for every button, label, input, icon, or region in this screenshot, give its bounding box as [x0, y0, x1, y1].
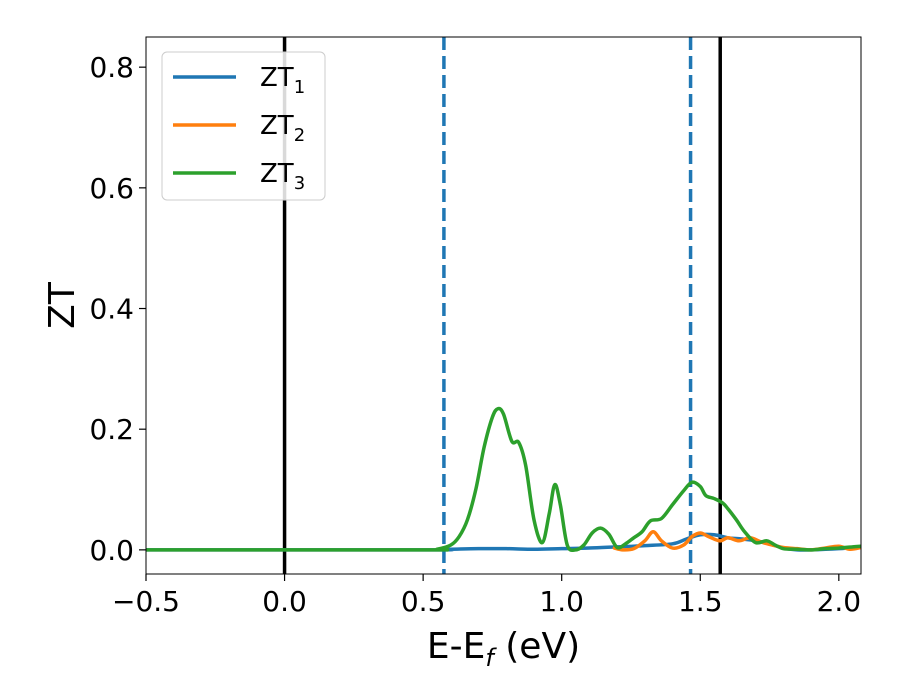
x-tick-label: 0.5: [401, 585, 446, 618]
y-tick-label: 0.4: [89, 293, 134, 326]
x-axis-label-suffix: (eV): [494, 626, 580, 667]
y-tick-label: 0.6: [89, 172, 134, 205]
y-tick-label: 0.2: [89, 413, 134, 446]
plot-marks: [146, 37, 861, 574]
y-axis-label: ZT: [42, 281, 83, 329]
y-tick-label: 0.0: [89, 534, 134, 567]
x-tick-label: 0.0: [262, 585, 307, 618]
x-axis-ticks: −0.5 0.0 0.5 1.0 1.5 2.0: [112, 574, 861, 618]
y-axis-ticks: 0.0 0.2 0.4 0.6 0.8: [89, 51, 146, 567]
x-tick-label: 2.0: [817, 585, 862, 618]
x-tick-label: 1.5: [678, 585, 723, 618]
y-tick-label: 0.8: [89, 51, 134, 84]
x-tick-label: −0.5: [112, 585, 180, 618]
legend: ZT1 ZT2 ZT3: [161, 51, 326, 201]
legend-label-zt3: ZT3: [260, 159, 305, 194]
legend-label-zt1: ZT1: [260, 63, 305, 98]
x-tick-label: 1.0: [539, 585, 584, 618]
legend-label-zt2: ZT2: [260, 111, 305, 146]
plot-frame: [145, 36, 862, 575]
x-axis-label: E-Ef (eV): [427, 626, 580, 672]
x-axis-label-main: E-E: [427, 626, 485, 667]
series-line-zt3: [146, 406, 861, 553]
legend-box: [161, 51, 326, 201]
